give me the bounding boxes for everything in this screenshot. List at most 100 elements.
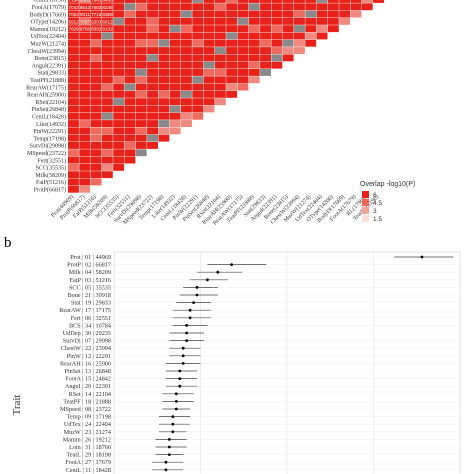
heatmap-row-label: Like(14932)	[36, 121, 66, 128]
heatmap-cell-value: 5912	[69, 19, 80, 24]
heatmap-row-label: Fert(32551)	[37, 157, 66, 164]
point-estimate	[188, 316, 192, 320]
trait-label: Temp | 09 | 17198	[67, 414, 111, 421]
heatmap-cell	[169, 17, 181, 25]
heatmap-cell	[68, 47, 79, 54]
point-estimate	[181, 346, 185, 350]
heatmap-cell	[68, 61, 79, 69]
heatmap-cell	[101, 90, 113, 98]
heatmap-cell	[226, 54, 238, 62]
heatmap-cell	[79, 127, 91, 135]
point-estimate	[185, 324, 189, 327]
point-estimate	[174, 400, 178, 403]
heatmap-row-label: SurvDi(29098)	[30, 143, 66, 150]
heatmap-cell	[79, 185, 91, 193]
point-estimate	[195, 293, 199, 297]
heatmap-cell-value: 7629	[69, 27, 80, 32]
heatmap-cell-value: 7043	[69, 5, 80, 10]
heatmap-cell	[305, 32, 317, 40]
heatmap-cell	[203, 47, 215, 54]
heatmap-cell	[181, 76, 192, 84]
heatmap-cell	[68, 25, 79, 33]
heatmap-cell	[79, 90, 91, 98]
heatmap-cell	[305, 10, 317, 18]
heatmap-cell	[226, 3, 238, 11]
heatmap-cell	[124, 156, 136, 164]
heatmap-cell	[192, 76, 204, 84]
heatmap-cell	[237, 69, 249, 76]
heatmap-cell	[113, 69, 125, 76]
heatmap-cell	[192, 47, 204, 54]
heatmap-cell	[237, 54, 249, 62]
heatmap-cell	[90, 61, 102, 69]
trait-label: TeatL | 29 | 18198	[67, 452, 111, 459]
heatmap-cell	[124, 149, 136, 157]
heatmap-cell	[248, 25, 260, 33]
heatmap-cell	[124, 134, 136, 142]
heatmap-cell	[169, 61, 181, 69]
heatmap-cell	[260, 0, 271, 3]
heatmap-cell	[147, 90, 158, 98]
trait-label: FootA | 15 | 24842	[65, 376, 111, 383]
heatmap-cell	[339, 0, 351, 3]
heatmap-cell	[181, 112, 192, 120]
heatmap-cell	[124, 90, 136, 98]
heatmap-cell	[192, 69, 204, 76]
legend-swatch	[362, 199, 369, 206]
heatmap-cell	[316, 25, 328, 33]
heatmap-row-label: FatP(51216)	[36, 179, 66, 186]
point-estimate	[171, 415, 175, 418]
heatmap-cell	[214, 39, 226, 47]
heatmap-cell	[169, 83, 181, 91]
heatmap-cell	[124, 47, 136, 54]
heatmap-cell	[350, 3, 362, 11]
heatmap-row-label: TeatL(18198)	[33, 0, 66, 4]
heatmap-cell-value: 8246	[102, 5, 113, 10]
heatmap-cell	[101, 76, 113, 84]
legend-title: Overlap -log10(P)	[360, 181, 415, 188]
heatmap-cell	[68, 149, 79, 157]
heatmap-cell	[90, 156, 102, 164]
heatmap-cell	[90, 171, 102, 179]
heatmap-cell	[101, 61, 113, 69]
heatmap-cell	[79, 120, 91, 127]
heatmap-cell	[327, 25, 339, 33]
legend-swatch	[362, 215, 369, 222]
heatmap-row-label: SCC(35535)	[36, 165, 66, 172]
heatmap-cell	[113, 120, 125, 127]
heatmap-cell	[113, 149, 125, 157]
heatmap-cell	[260, 61, 271, 69]
heatmap-cell	[226, 0, 238, 3]
heatmap-cell	[248, 3, 260, 11]
heatmap-cell	[169, 90, 181, 98]
heatmap-cell	[271, 47, 283, 54]
heatmap-cell	[271, 25, 283, 33]
trait-label: UdTex | 24 | 22404	[64, 421, 111, 428]
heatmap-cell	[68, 10, 79, 18]
point-estimate	[171, 430, 175, 434]
trait-label: RSet | 14 | 22104	[69, 391, 111, 398]
heatmap-cell	[79, 98, 91, 106]
heatmap-cell	[305, 3, 317, 11]
heatmap-cell	[294, 32, 305, 40]
heatmap-cell	[260, 54, 271, 62]
heatmap-cell	[294, 0, 305, 3]
heatmap-cell	[124, 142, 136, 149]
heatmap-cell	[181, 83, 192, 91]
heatmap-cell	[226, 76, 238, 84]
heatmap-cell	[79, 83, 91, 91]
heatmap-row-label: MuzW(21274)	[30, 41, 66, 48]
heatmap-cell	[169, 127, 181, 135]
heatmap-cell	[327, 3, 339, 11]
heatmap-cell	[271, 3, 283, 11]
heatmap-cell	[124, 69, 136, 76]
heatmap-cell	[248, 54, 260, 62]
heatmap-cell	[147, 25, 158, 33]
heatmap-cell	[124, 76, 136, 84]
heatmap-cell	[158, 54, 170, 62]
point-estimate	[167, 445, 171, 449]
heatmap-cell	[214, 17, 226, 25]
heatmap-cell	[113, 127, 125, 135]
heatmap-cell	[101, 134, 113, 142]
heatmap-cell	[68, 156, 79, 164]
